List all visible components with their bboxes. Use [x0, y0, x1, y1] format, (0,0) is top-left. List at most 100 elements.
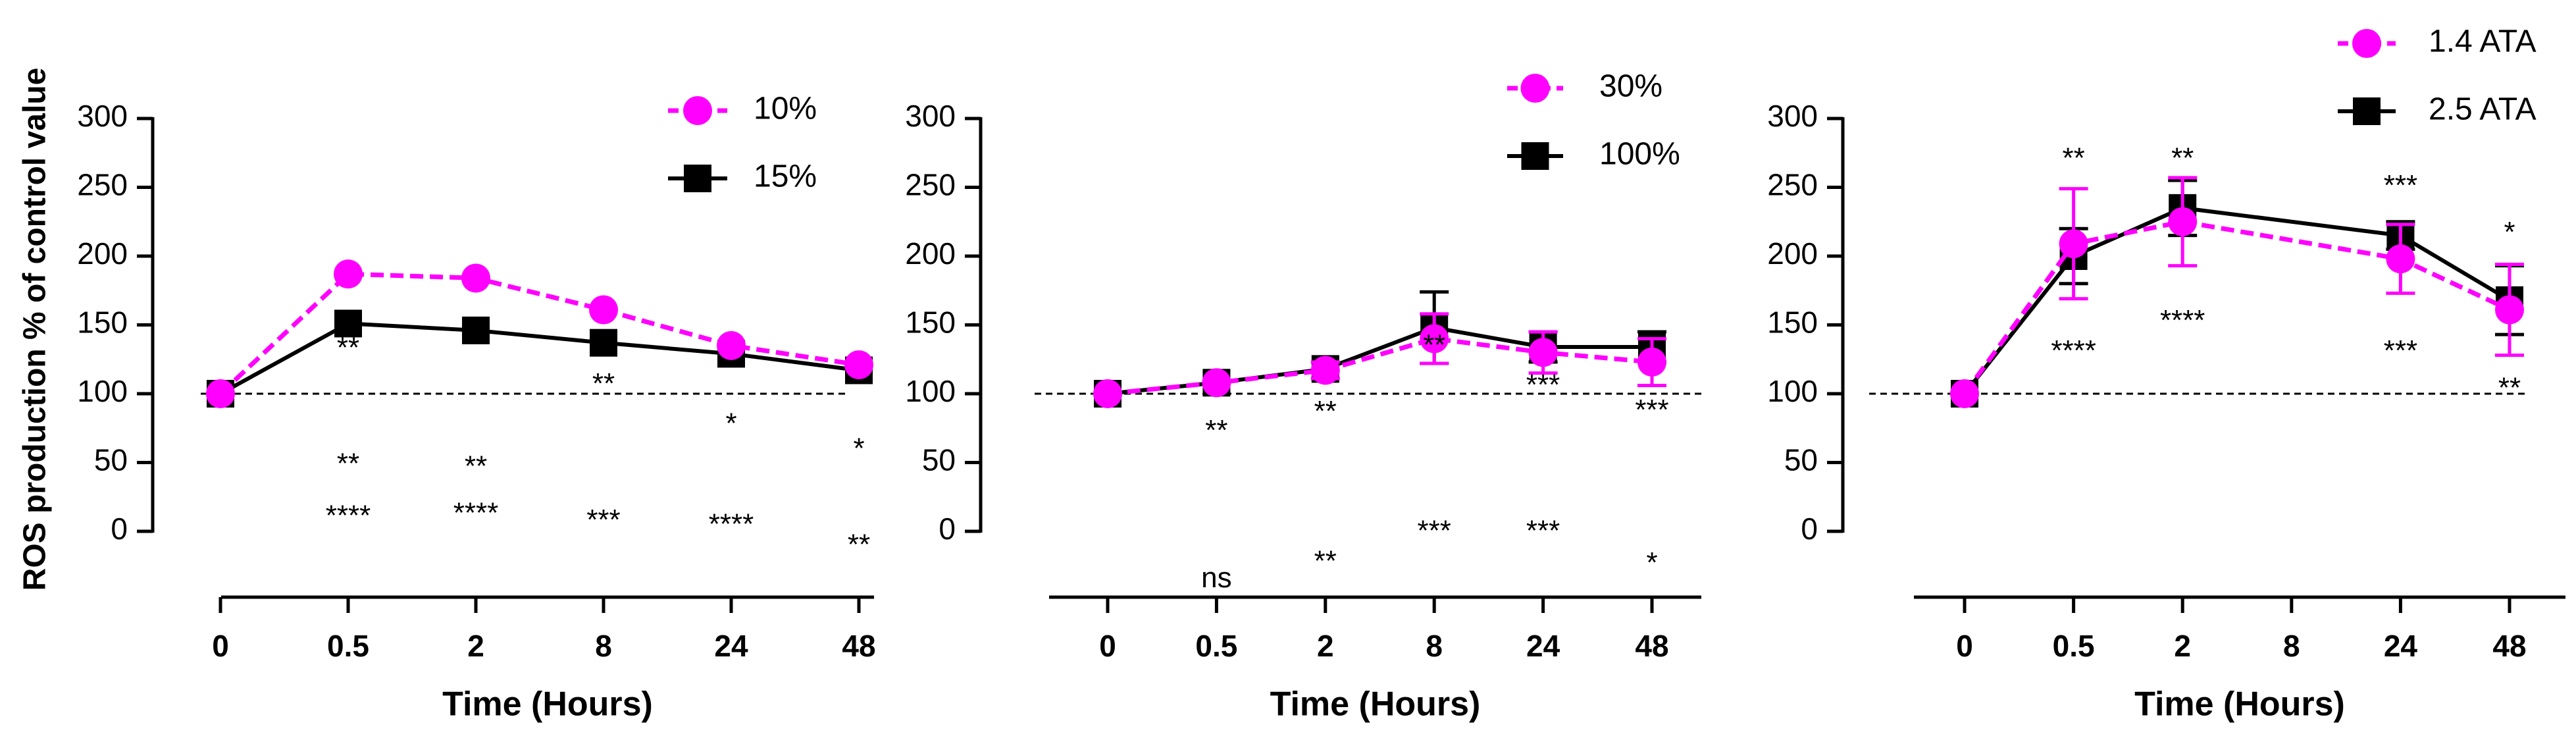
significance-label: * — [2504, 216, 2515, 248]
legend-label: 15% — [754, 159, 817, 194]
significance-label: ** — [1423, 329, 1445, 361]
legend-marker-circle — [1520, 74, 1550, 103]
significance-label: ** — [2062, 142, 2084, 174]
legend: 1.4 ATA 2.5 ATA — [2338, 24, 2537, 127]
series-line — [1963, 219, 2511, 396]
y-tick-label-50: 50 — [922, 443, 956, 477]
data-point-2 — [462, 316, 490, 344]
x-tick-label-8: 8 — [2283, 629, 2300, 663]
x-tick-label-2: 2 — [2174, 629, 2191, 663]
significance-label: **** — [2051, 334, 2096, 367]
series-1-4-ata — [1950, 176, 2524, 408]
y-tick-label-100: 100 — [1767, 374, 1818, 408]
y-tick-label-250: 250 — [77, 168, 128, 202]
x-tick-label-8: 8 — [1426, 629, 1443, 663]
y-tick-label-50: 50 — [94, 443, 128, 477]
data-point-24 — [2386, 244, 2415, 274]
significance-label: ** — [592, 367, 615, 400]
y-tick-label-300: 300 — [905, 99, 956, 133]
x-tick-label-48: 48 — [1635, 629, 1668, 663]
significance-label: **** — [709, 508, 754, 540]
series-100- — [1094, 290, 1666, 408]
x-tick-label-0: 0 — [212, 629, 229, 663]
legend-marker-square — [1521, 142, 1549, 170]
y-tick-label-250: 250 — [1767, 168, 1818, 202]
series-line — [1107, 336, 1653, 396]
legend-label: 1.4 ATA — [2429, 24, 2537, 59]
x-tick-label-48: 48 — [842, 629, 875, 663]
y-tick-label-50: 50 — [1784, 443, 1818, 477]
x-axis-label: Time (Hours) — [2134, 685, 2345, 724]
x-tick-label-2: 2 — [1317, 629, 1334, 663]
data-point-48 — [844, 350, 873, 380]
data-point-8 — [589, 295, 618, 325]
data-point-2 — [2168, 207, 2198, 236]
data-point-48 — [1637, 347, 1666, 377]
legend: 30% 100% — [1507, 69, 1680, 172]
y-tick-label-200: 200 — [77, 236, 128, 271]
data-point-0.5 — [334, 259, 363, 289]
y-tick-label-100: 100 — [905, 374, 956, 408]
x-tick-label-2: 2 — [467, 629, 484, 663]
y-tick-label-100: 100 — [77, 374, 128, 408]
data-point-8 — [590, 329, 617, 357]
legend-marker-square — [2353, 97, 2381, 125]
data-point-0.5 — [2059, 229, 2088, 259]
significance-label: * — [725, 408, 736, 440]
significance-label: **** — [453, 497, 499, 529]
series-line — [219, 321, 860, 396]
legend: 10% 15% — [668, 92, 817, 194]
y-tick-label-200: 200 — [905, 236, 956, 271]
x-tick-label-0: 0 — [1099, 629, 1116, 663]
x-tick-label-0.5: 0.5 — [2053, 629, 2095, 663]
data-point-0.5 — [334, 309, 362, 338]
series-line — [1963, 205, 2511, 395]
series-line — [219, 271, 860, 396]
y-tick-label-250: 250 — [905, 168, 956, 202]
legend-marker-circle — [683, 96, 712, 125]
x-tick-label-24: 24 — [1526, 629, 1560, 663]
legend-label: 2.5 ATA — [2429, 92, 2537, 127]
data-point-0 — [206, 379, 235, 408]
legend-marker-square — [684, 165, 711, 192]
significance-label: *** — [1418, 515, 1451, 547]
significance-label: ** — [337, 332, 359, 364]
data-point-0.5 — [1202, 368, 1231, 398]
y-tick-label-300: 300 — [1767, 99, 1818, 133]
x-tick-label-24: 24 — [2384, 629, 2418, 663]
significance-label: **** — [326, 500, 371, 532]
data-point-24 — [1528, 338, 1558, 367]
legend-label: 30% — [1599, 69, 1662, 104]
x-tick-label-24: 24 — [714, 629, 748, 663]
data-point-48 — [2495, 295, 2524, 325]
y-tick-label-150: 150 — [905, 305, 956, 340]
y-tick-label-0: 0 — [111, 512, 128, 546]
significance-label: *** — [1526, 515, 1560, 547]
significance-label: ** — [2171, 142, 2194, 174]
x-tick-label-0: 0 — [1956, 629, 1973, 663]
significance-label: ** — [337, 447, 359, 479]
chart-panel-pressure-ata: 0 50 100 150 200 250 300 0 0.5 2 8 24 48 Time (Hours)… — [1767, 24, 2565, 724]
significance-label: ** — [1314, 545, 1337, 577]
significance-label: ** — [1314, 395, 1337, 427]
data-point-0 — [1950, 379, 1979, 408]
significance-label: *** — [586, 504, 620, 536]
significance-label: * — [853, 432, 864, 464]
x-axis-label: Time (Hours) — [1270, 685, 1481, 724]
significance-label: *** — [1635, 394, 1668, 426]
x-tick-label-0.5: 0.5 — [327, 629, 369, 663]
chart-panel-o2-10-15: 0 50 100 150 200 250 300 0 0.5 2 8 24 48 Time (Hours)… — [77, 92, 875, 724]
significance-label: ** — [2498, 371, 2521, 404]
data-point-2 — [461, 263, 490, 293]
significance-label: ** — [1205, 414, 1227, 446]
x-tick-label-48: 48 — [2492, 629, 2526, 663]
legend-label: 10% — [754, 92, 817, 126]
y-tick-label-200: 200 — [1767, 236, 1818, 271]
significance-label: ** — [465, 325, 487, 357]
legend-label: 100% — [1599, 137, 1680, 172]
x-tick-label-8: 8 — [595, 629, 612, 663]
chart-panel-o2-30-100: 0 50 100 150 200 250 300 0 0.5 2 8 24 48 Time (Hours)… — [905, 69, 1705, 724]
significance-label: *** — [2384, 169, 2417, 201]
significance-label: ** — [465, 450, 487, 482]
significance-label: *** — [2384, 334, 2417, 367]
